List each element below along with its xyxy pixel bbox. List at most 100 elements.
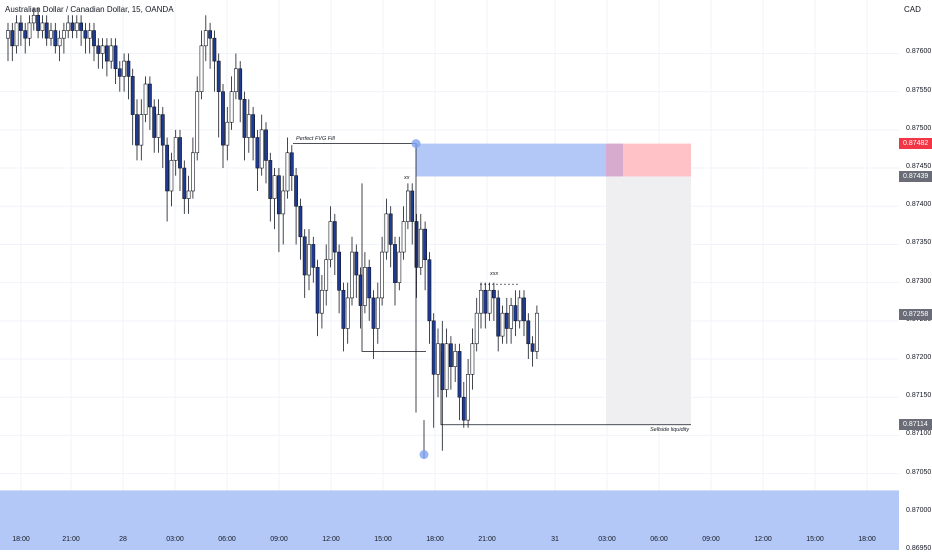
price-badge: 0.87439 — [899, 170, 932, 182]
candle-bull — [281, 190, 286, 215]
candle-bull — [474, 312, 479, 345]
chart-annotation: Sellside liquidity — [650, 426, 690, 433]
candle-bull — [319, 289, 324, 314]
candle-bear — [238, 68, 243, 100]
candle-bear — [526, 320, 531, 345]
chart-annotation: xxx — [490, 270, 499, 277]
candle-bear — [10, 30, 15, 47]
candle-bear — [92, 30, 96, 47]
candle-bull — [444, 343, 449, 390]
candle-bull — [49, 30, 53, 39]
candle-bear — [178, 137, 182, 169]
candle-bull — [500, 312, 505, 337]
candle-bear — [393, 244, 397, 283]
candle-bear — [431, 320, 436, 375]
candle-bear — [367, 267, 372, 299]
candle-bear — [216, 60, 221, 92]
candle-bear — [53, 30, 58, 47]
candle-bull — [246, 114, 251, 138]
candle-bear — [152, 106, 157, 138]
fvg-zone — [416, 143, 606, 177]
time-tick-label: 28 — [119, 536, 127, 543]
candle-bear — [221, 91, 225, 146]
time-tick-label: 18:00 — [858, 536, 876, 543]
candle-bear — [410, 190, 415, 222]
candle-bull — [14, 22, 19, 47]
price-badge: 0.87114 — [899, 419, 932, 431]
candle-bear — [298, 205, 303, 238]
candle-bear — [496, 297, 501, 337]
price-tick-label: 0.87200 — [906, 354, 932, 362]
price-tick-label: 0.87150 — [906, 392, 932, 400]
candle-bull — [173, 137, 178, 161]
candle-bull — [418, 228, 423, 268]
candle-bull — [156, 114, 161, 138]
candle-bull — [191, 152, 195, 192]
price-tick-label: 0.86950 — [906, 545, 932, 552]
candle-bear — [483, 289, 488, 314]
currency-label: CAD — [904, 5, 921, 14]
candle-bull — [487, 289, 492, 314]
time-tick-label: 06:00 — [650, 536, 668, 543]
time-tick-label: 03:00 — [166, 536, 184, 543]
time-tick-label: 03:00 — [598, 536, 616, 543]
candle-bear — [96, 45, 101, 54]
candle-bear — [530, 343, 535, 352]
chart-title: Australian Dollar / Canadian Dollar, 15,… — [5, 5, 174, 14]
candle-bull — [479, 289, 483, 314]
candle-bull — [186, 190, 191, 199]
chart-grid — [0, 0, 899, 550]
candle-bull — [225, 121, 230, 146]
entry-overlap-zone — [606, 143, 623, 177]
price-tick-label: 0.87100 — [906, 430, 932, 438]
candle-bull — [272, 175, 277, 199]
candle-bull — [31, 14, 36, 24]
time-tick-label: 06:00 — [218, 536, 236, 543]
time-tick-label: 12:00 — [754, 536, 772, 543]
lower-fvg-zone — [0, 490, 899, 550]
time-tick-label: 21:00 — [478, 536, 496, 543]
time-tick-label: 09:00 — [270, 536, 288, 543]
candle-bear — [294, 175, 299, 207]
candle-bear — [371, 297, 376, 329]
candle-bear — [165, 144, 170, 192]
time-tick-label: 21:00 — [62, 536, 80, 543]
candle-bull — [453, 351, 458, 367]
chart-annotation: xx — [404, 175, 410, 182]
candle-bull — [199, 45, 204, 92]
candle-bull — [534, 312, 539, 352]
candle-bear — [44, 22, 49, 39]
price-tick-label: 0.87550 — [906, 86, 932, 94]
candle-bear — [126, 60, 131, 77]
candle-bull — [74, 22, 79, 31]
candle-bear — [18, 22, 23, 31]
candle-bear — [255, 137, 260, 169]
candle-bear — [148, 83, 152, 108]
candle-bear — [427, 259, 432, 322]
candle-bear — [504, 312, 509, 329]
candle-bull — [27, 22, 32, 39]
candle-bear — [302, 236, 307, 276]
candle-bear — [337, 251, 342, 291]
price-tick-label: 0.87350 — [906, 239, 932, 247]
candle-bull — [229, 91, 234, 123]
price-tick-label: 0.87600 — [906, 48, 932, 56]
candle-bear — [315, 267, 320, 314]
chart-annotation: Perfect FVG Fill — [296, 135, 335, 142]
candle-bear — [70, 22, 75, 31]
candle-bear — [212, 37, 217, 62]
price-tick-label: 0.87000 — [906, 506, 932, 514]
candle-bull — [517, 297, 522, 322]
candle-bull — [380, 251, 385, 299]
candles — [6, 7, 539, 451]
candle-bull — [109, 45, 114, 62]
candle-bear — [457, 351, 462, 398]
candle-bull — [397, 251, 402, 283]
candle-bull — [436, 343, 440, 375]
candle-bear — [354, 251, 359, 276]
candle-bull — [470, 343, 475, 375]
candle-bear — [461, 396, 466, 421]
candle-bear — [522, 297, 526, 322]
candle-bull — [87, 30, 92, 39]
